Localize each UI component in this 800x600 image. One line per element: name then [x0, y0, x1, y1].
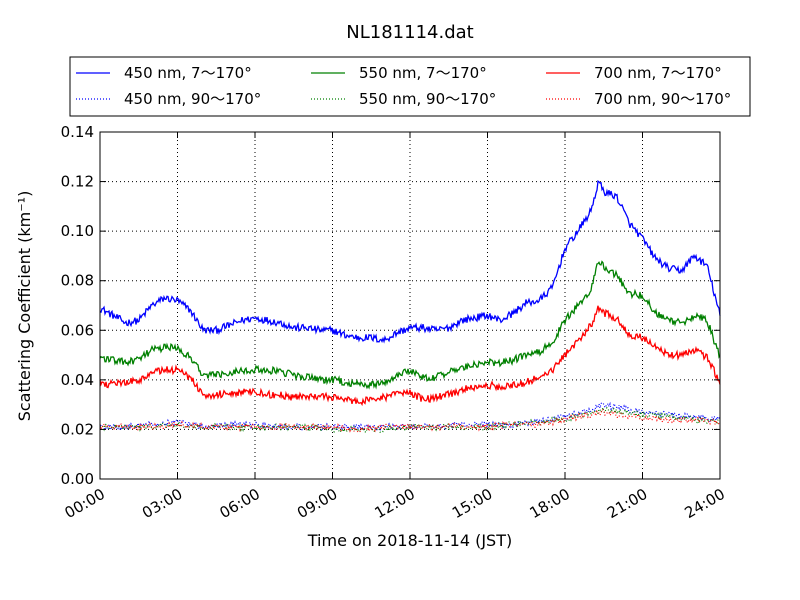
y-tick-label: 0.06 [61, 321, 94, 339]
x-tick-label: 00:00 [62, 485, 108, 522]
x-tick-label: 03:00 [139, 485, 185, 522]
series-line-2 [99, 260, 721, 390]
legend-label: 450 nm, 90～170° [124, 90, 261, 108]
chart-title: NL181114.dat [346, 22, 473, 43]
y-tick-label: 0.08 [61, 272, 94, 290]
y-tick-label: 0.02 [61, 420, 94, 438]
legend-label: 450 nm, 7～170° [124, 64, 252, 82]
x-axis-label: Time on 2018-11-14 (JST) [307, 531, 512, 550]
x-tick-label: 18:00 [527, 485, 573, 522]
x-tick-label: 06:00 [217, 485, 263, 522]
plot-area [99, 179, 721, 434]
y-tick-label: 0.14 [61, 123, 94, 141]
y-tick-label: 0.04 [61, 371, 94, 389]
series-line-6 [99, 409, 721, 433]
series-line-3 [99, 305, 721, 407]
x-tick-label: 15:00 [449, 485, 495, 522]
legend-box [69, 56, 751, 117]
x-tick-label: 12:00 [372, 485, 418, 522]
x-tick-label: 24:00 [682, 485, 728, 522]
y-tick-label: 0.12 [61, 173, 94, 191]
legend-label: 550 nm, 7～170° [359, 64, 487, 82]
legend: 450 nm, 7～170° 550 nm, 7～170° 700 nm, 7～17… [76, 64, 731, 108]
y-axis-label: Scattering Coefficient (km⁻¹) [15, 191, 34, 422]
x-tick-label: 21:00 [604, 485, 650, 522]
axes: 0.00 0.02 0.04 0.06 0.08 0.10 0.12 0.14 00:00 03:… [61, 123, 728, 522]
x-tick-label: 09:00 [294, 485, 340, 522]
y-tick-label: 0.10 [61, 222, 94, 240]
legend-label: 700 nm, 90～170° [594, 90, 731, 108]
grid [100, 132, 720, 479]
legend-label: 700 nm, 7～170° [594, 64, 722, 82]
y-tick-label: 0.00 [61, 470, 94, 488]
series-line-1 [99, 179, 721, 344]
legend-label: 550 nm, 90～170° [359, 90, 496, 108]
